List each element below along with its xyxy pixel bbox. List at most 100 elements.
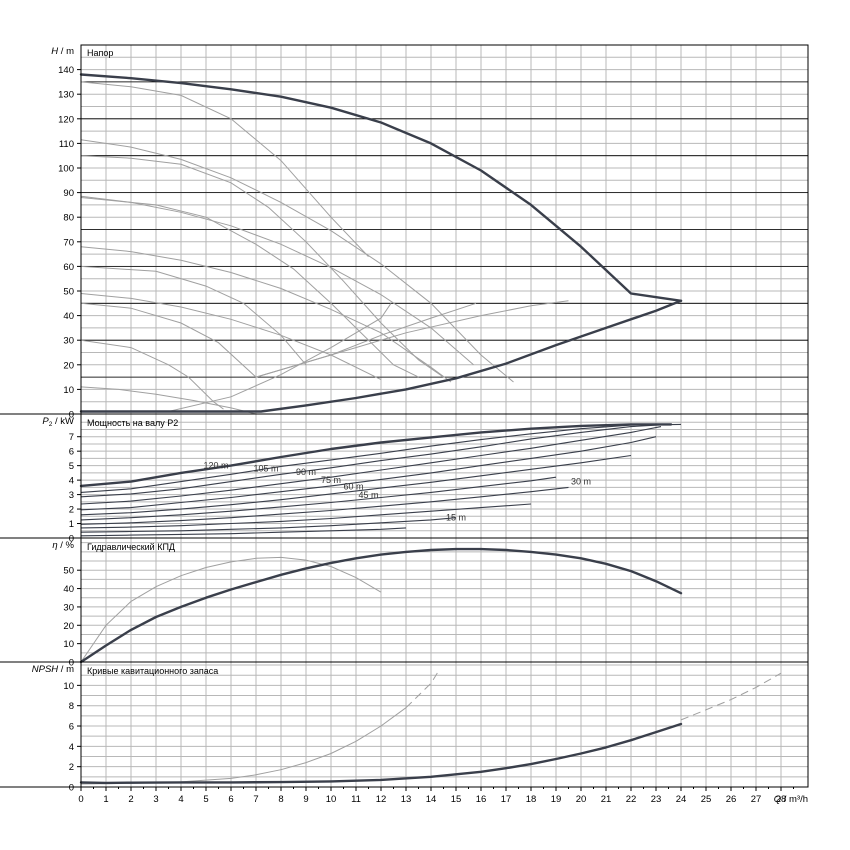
- y-tick-label: 10: [63, 639, 74, 650]
- x-tick-label: 28: [776, 794, 787, 805]
- pressure-curve: [80, 155, 444, 378]
- y-tick-label: 1: [69, 519, 74, 530]
- y-axis-symbol: NPSH: [32, 664, 59, 675]
- x-axis-unit: / m³/h: [781, 794, 808, 805]
- power-curve-label: 30 m: [571, 476, 591, 486]
- power-curve-label: 75 m: [321, 475, 341, 485]
- power-envelope: [79, 423, 673, 488]
- x-tick-label: 26: [726, 794, 737, 805]
- x-tick-label: 17: [501, 794, 512, 805]
- x-tick-label: 16: [476, 794, 487, 805]
- y-tick-label: 20: [63, 621, 74, 632]
- y-tick-label: 20: [63, 360, 74, 371]
- y-tick-label: 0: [69, 410, 74, 421]
- x-tick-label: 19: [551, 794, 562, 805]
- pressure-curve: [80, 265, 307, 366]
- power-curve: [80, 527, 407, 537]
- npsh-curve-extension-dashed: [680, 672, 782, 721]
- npsh-curve-secondary-dashed: [405, 670, 439, 709]
- x-tick-label: 5: [203, 794, 208, 805]
- power-curve-label: 90 m: [296, 467, 316, 477]
- curves-layer: [79, 73, 782, 785]
- panel-title-npsh: Кривые кавитационного запаса: [87, 666, 218, 676]
- y-axis-label-head: H / m: [51, 46, 74, 57]
- x-tick-label: 4: [178, 794, 183, 805]
- x-tick-label: 10: [326, 794, 337, 805]
- x-tick-label: 11: [351, 794, 361, 805]
- y-tick-label: 70: [63, 237, 74, 248]
- system-curve: [168, 303, 392, 412]
- head-envelope-lower: [79, 299, 683, 413]
- y-axis-symbol: P: [42, 416, 49, 427]
- y-tick-label: 10: [63, 681, 74, 692]
- y-tick-label: 2: [69, 762, 74, 773]
- power-curve: [80, 517, 457, 533]
- y-tick-label: 30: [63, 602, 74, 613]
- pressure-curve: [80, 302, 257, 378]
- x-tick-label: 27: [751, 794, 762, 805]
- x-tick-label: 23: [651, 794, 662, 805]
- pressure-curve: [80, 197, 419, 378]
- power-curve: [80, 423, 682, 493]
- y-tick-label: 140: [58, 65, 74, 76]
- x-tick-label: 8: [278, 794, 283, 805]
- y-tick-label: 30: [63, 336, 74, 347]
- power-curve: [80, 436, 657, 511]
- y-axis-label-efficiency: η / %: [52, 540, 74, 551]
- y-tick-label: 50: [63, 287, 74, 298]
- y-tick-label: 10: [63, 385, 74, 396]
- power-curve-label: 120 m: [203, 461, 228, 471]
- x-tick-label: 20: [576, 794, 587, 805]
- pressure-curve: [80, 339, 224, 410]
- y-tick-label: 80: [63, 213, 74, 224]
- y-axis-symbol: η: [52, 540, 57, 551]
- power-curve-label: 45 m: [358, 490, 378, 500]
- y-tick-label: 110: [59, 139, 74, 150]
- x-tick-label: 9: [303, 794, 308, 805]
- system-curve: [255, 300, 569, 378]
- y-tick-label: 0: [69, 658, 74, 669]
- speed-curve: [80, 139, 514, 383]
- x-tick-label: 24: [676, 794, 687, 805]
- y-tick-label: 40: [63, 311, 74, 322]
- power-curve-label: 60 m: [343, 482, 363, 492]
- efficiency-curve-main: [79, 547, 683, 664]
- y-axis-unit: / m: [58, 664, 74, 675]
- plot-frame: [80, 44, 809, 788]
- x-tick-label: 25: [701, 794, 712, 805]
- speed-curve: [80, 195, 474, 366]
- y-tick-label: 0: [69, 534, 74, 545]
- y-tick-label: 100: [58, 164, 74, 175]
- y-axis-unit: / %: [58, 540, 75, 551]
- x-tick-label: 18: [526, 794, 537, 805]
- y-tick-label: 120: [58, 114, 74, 125]
- y-tick-label: 5: [69, 461, 74, 472]
- y-axis-label-power: P2 / kW: [42, 416, 74, 428]
- x-axis-symbol: Q: [774, 794, 782, 805]
- x-tick-label: 0: [78, 794, 83, 805]
- x-tick-label: 2: [128, 794, 133, 805]
- y-tick-label: 7: [69, 432, 74, 443]
- y-axis-subscript: 2: [49, 421, 53, 428]
- frame-layer: [0, 44, 809, 791]
- labels-layer: 0 1 2 3 4 5 6 7 8 9 10 11 12 13 14 15 16 17 18 19 20 21 22 23 24…: [32, 46, 808, 805]
- panel-title-efficiency: Гидравлический КПД: [87, 542, 175, 552]
- speed-curve: [80, 246, 452, 383]
- y-tick-label: 50: [63, 566, 74, 577]
- x-tick-label: 12: [376, 794, 387, 805]
- x-tick-label: 3: [153, 794, 158, 805]
- power-curve: [80, 423, 669, 498]
- panel-title-head: Напор: [87, 48, 113, 58]
- y-tick-label: 60: [63, 262, 74, 273]
- power-curve: [80, 503, 532, 529]
- head-reference-lines: [81, 81, 808, 378]
- y-tick-label: 6: [69, 722, 74, 733]
- x-axis-label: Q / m³/h: [774, 794, 808, 805]
- efficiency-curve-secondary: [80, 556, 382, 663]
- speed-curve: [80, 386, 257, 415]
- power-curve: [80, 454, 632, 516]
- power-curve: [80, 486, 569, 525]
- y-axis-label-npsh: NPSH / m: [32, 664, 74, 675]
- y-tick-label: 40: [63, 584, 74, 595]
